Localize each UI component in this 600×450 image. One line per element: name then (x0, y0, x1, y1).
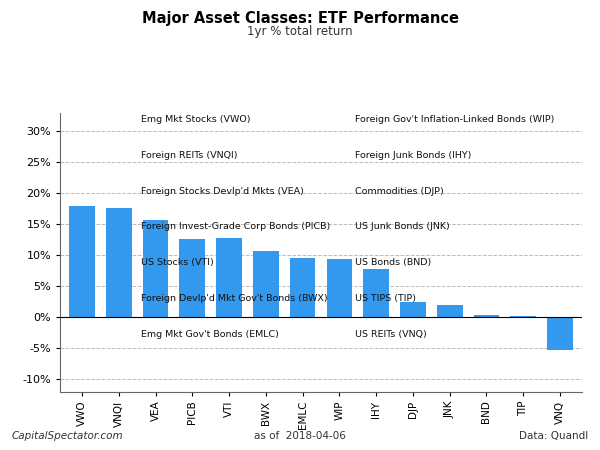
Bar (400, 302, 426, 317)
Bar (437, 305, 463, 317)
Bar (547, 317, 573, 350)
Bar (326, 259, 352, 317)
Bar (179, 239, 205, 317)
Text: as of  2018-04-06: as of 2018-04-06 (254, 431, 346, 441)
Text: Emg Mkt Gov't Bonds (EMLC): Emg Mkt Gov't Bonds (EMLC) (141, 329, 279, 338)
Text: US Junk Bonds (JNK): US Junk Bonds (JNK) (355, 222, 449, 231)
Text: CapitalSpectator.com: CapitalSpectator.com (12, 431, 124, 441)
Text: US TIPS (TIP): US TIPS (TIP) (355, 294, 416, 303)
Text: Foreign Invest-Grade Corp Bonds (PICB): Foreign Invest-Grade Corp Bonds (PICB) (141, 222, 330, 231)
Bar (106, 208, 131, 317)
Text: Foreign Gov't Inflation-Linked Bonds (WIP): Foreign Gov't Inflation-Linked Bonds (WI… (355, 115, 554, 124)
Bar (511, 316, 536, 317)
Text: Foreign REITs (VNQI): Foreign REITs (VNQI) (141, 151, 238, 160)
Text: Foreign Devlp'd Mkt Gov't Bonds (BWX): Foreign Devlp'd Mkt Gov't Bonds (BWX) (141, 294, 328, 303)
Text: 1yr % total return: 1yr % total return (247, 25, 353, 38)
Text: Data: Quandl: Data: Quandl (519, 431, 588, 441)
Text: Foreign Stocks Devlp'd Mkts (VEA): Foreign Stocks Devlp'd Mkts (VEA) (141, 187, 304, 196)
Bar (363, 270, 389, 317)
Text: Foreign Junk Bonds (IHY): Foreign Junk Bonds (IHY) (355, 151, 472, 160)
Bar (69, 206, 95, 317)
Bar (143, 220, 169, 317)
Bar (290, 258, 316, 317)
Bar (216, 238, 242, 317)
Text: Major Asset Classes: ETF Performance: Major Asset Classes: ETF Performance (142, 11, 458, 26)
Text: Commodities (DJP): Commodities (DJP) (355, 187, 443, 196)
Text: US REITs (VNQ): US REITs (VNQ) (355, 329, 427, 338)
Text: US Bonds (BND): US Bonds (BND) (355, 258, 431, 267)
Bar (473, 315, 499, 317)
Bar (253, 252, 279, 317)
Text: Emg Mkt Stocks (VWO): Emg Mkt Stocks (VWO) (141, 115, 250, 124)
Text: US Stocks (VTI): US Stocks (VTI) (141, 258, 214, 267)
